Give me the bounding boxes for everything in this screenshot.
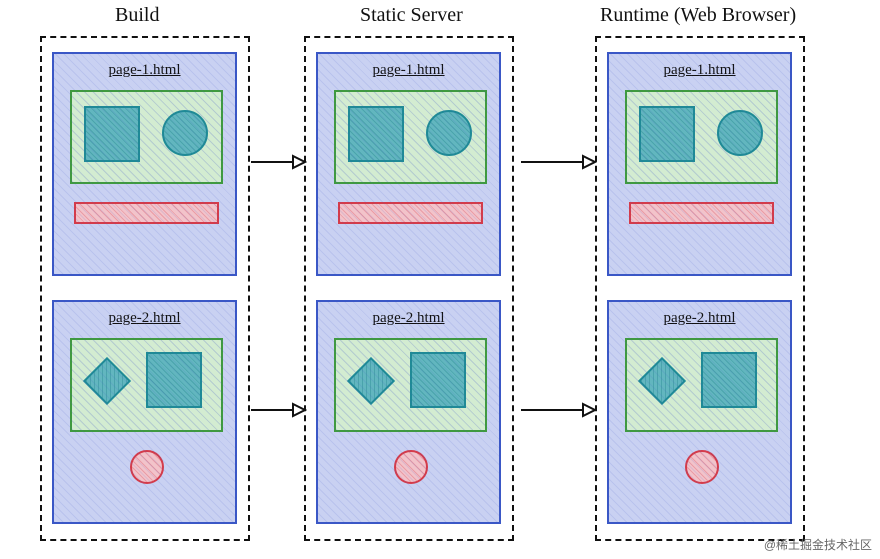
red-circle [130,450,164,484]
square-shape [146,352,202,408]
square-shape [701,352,757,408]
page-label: page-1.html [372,62,444,79]
page-label: page-2.html [372,310,444,327]
arrow-build-server-2 [249,400,307,420]
card-runtime-page1: page-1.html [607,52,792,276]
stage-title-build: Build [115,4,159,27]
red-bar [629,202,774,224]
watermark: @稀土掘金技术社区 [764,536,872,553]
card-build-page2: page-2.html [52,300,237,524]
arrow-server-runtime-2 [519,400,597,420]
red-bar [74,202,219,224]
page-label: page-1.html [108,62,180,79]
card-server-page2: page-2.html [316,300,501,524]
circle-shape [426,110,472,156]
square-shape [410,352,466,408]
arrow-server-runtime-1 [519,152,597,172]
page-label: page-1.html [663,62,735,79]
red-bar [338,202,483,224]
card-runtime-page2: page-2.html [607,300,792,524]
square-shape [84,106,140,162]
square-shape [639,106,695,162]
arrow-build-server-1 [249,152,307,172]
card-server-page1: page-1.html [316,52,501,276]
square-shape [348,106,404,162]
stage-title-runtime: Runtime (Web Browser) [600,4,796,27]
page-label: page-2.html [663,310,735,327]
circle-shape [162,110,208,156]
circle-shape [717,110,763,156]
red-circle [394,450,428,484]
red-circle [685,450,719,484]
stage-title-server: Static Server [360,4,463,27]
page-label: page-2.html [108,310,180,327]
card-build-page1: page-1.html [52,52,237,276]
